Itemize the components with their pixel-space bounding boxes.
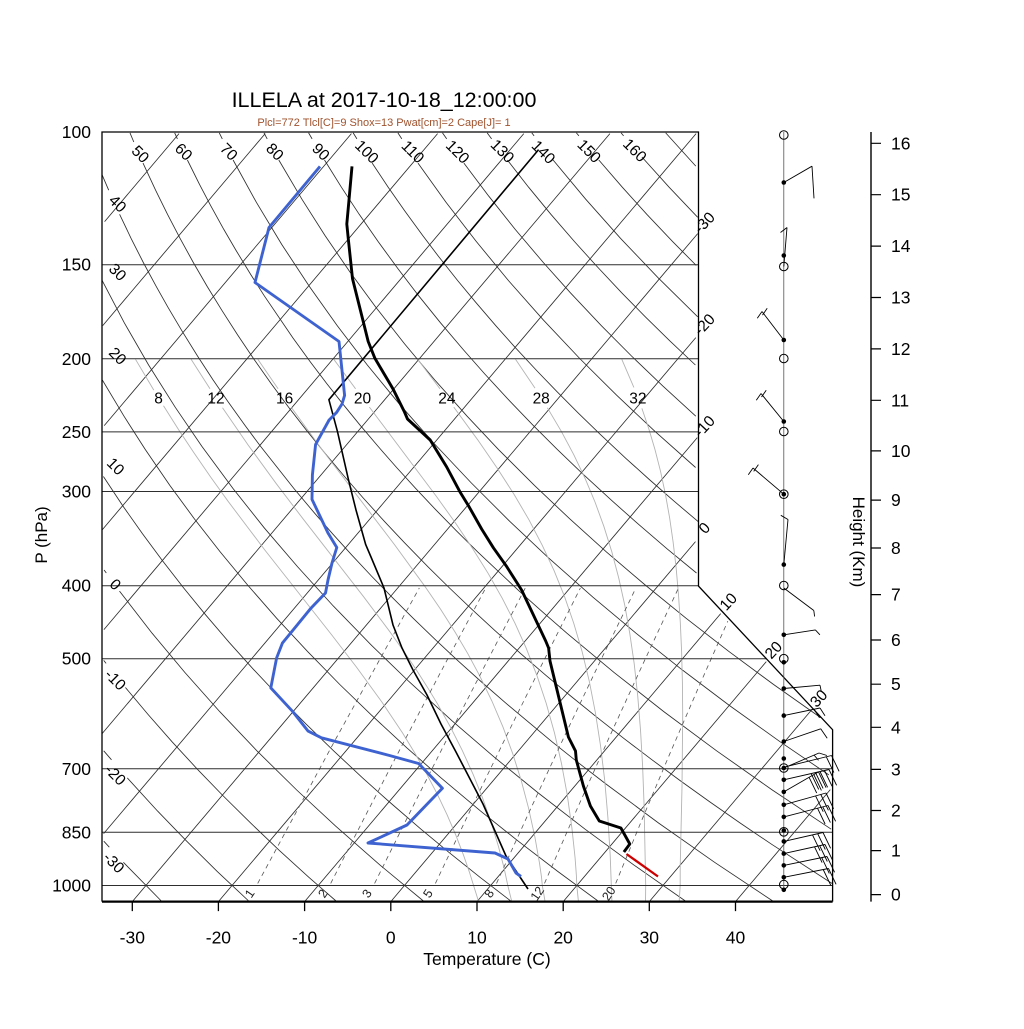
- svg-text:200: 200: [62, 349, 91, 369]
- svg-text:-30: -30: [120, 928, 146, 948]
- svg-text:12: 12: [528, 884, 547, 903]
- svg-text:11: 11: [891, 390, 909, 410]
- svg-text:14: 14: [891, 236, 911, 256]
- svg-text:10: 10: [467, 928, 487, 948]
- svg-text:10: 10: [891, 441, 911, 461]
- svg-text:100: 100: [62, 122, 91, 142]
- svg-text:1000: 1000: [52, 876, 91, 896]
- svg-text:300: 300: [62, 482, 91, 502]
- svg-text:30: 30: [640, 928, 660, 948]
- svg-text:40: 40: [726, 928, 746, 948]
- svg-text:12: 12: [207, 391, 224, 408]
- svg-text:8: 8: [891, 538, 901, 558]
- svg-text:-20: -20: [206, 928, 232, 948]
- svg-text:0: 0: [891, 885, 901, 905]
- svg-text:6: 6: [891, 630, 901, 650]
- svg-text:250: 250: [62, 422, 91, 442]
- svg-text:15: 15: [891, 185, 910, 205]
- svg-text:3: 3: [891, 759, 901, 779]
- svg-text:13: 13: [891, 288, 910, 308]
- svg-text:700: 700: [62, 759, 91, 779]
- svg-text:400: 400: [62, 576, 91, 596]
- svg-text:20: 20: [553, 928, 573, 948]
- svg-text:8: 8: [154, 391, 163, 408]
- svg-text:20: 20: [599, 884, 618, 903]
- svg-text:32: 32: [629, 391, 646, 408]
- svg-text:150: 150: [62, 255, 91, 275]
- svg-text:7: 7: [891, 585, 901, 605]
- svg-text:0: 0: [386, 928, 396, 948]
- svg-text:28: 28: [533, 391, 550, 408]
- svg-text:500: 500: [62, 649, 91, 669]
- svg-text:20: 20: [354, 391, 372, 408]
- svg-text:24: 24: [438, 391, 456, 408]
- svg-text:4: 4: [891, 717, 901, 737]
- svg-text:5: 5: [891, 674, 901, 694]
- svg-text:850: 850: [62, 822, 91, 842]
- svg-text:2: 2: [891, 801, 901, 821]
- svg-text:12: 12: [891, 339, 910, 359]
- svg-text:P (hPa): P (hPa): [32, 506, 51, 563]
- svg-text:Temperature (C): Temperature (C): [423, 949, 550, 969]
- svg-text:16: 16: [276, 391, 293, 408]
- svg-text:9: 9: [891, 490, 901, 510]
- svg-text:1: 1: [891, 841, 901, 861]
- svg-text:16: 16: [891, 133, 910, 153]
- svg-text:Plcl=772 Tlcl[C]=9 Shox=13 Pwa: Plcl=772 Tlcl[C]=9 Shox=13 Pwat[cm]=2 Ca…: [257, 117, 510, 129]
- svg-text:ILLELA at 2017-10-18_12:00:00: ILLELA at 2017-10-18_12:00:00: [232, 88, 537, 112]
- svg-text:-10: -10: [292, 928, 318, 948]
- svg-text:Height (Km): Height (Km): [849, 497, 868, 588]
